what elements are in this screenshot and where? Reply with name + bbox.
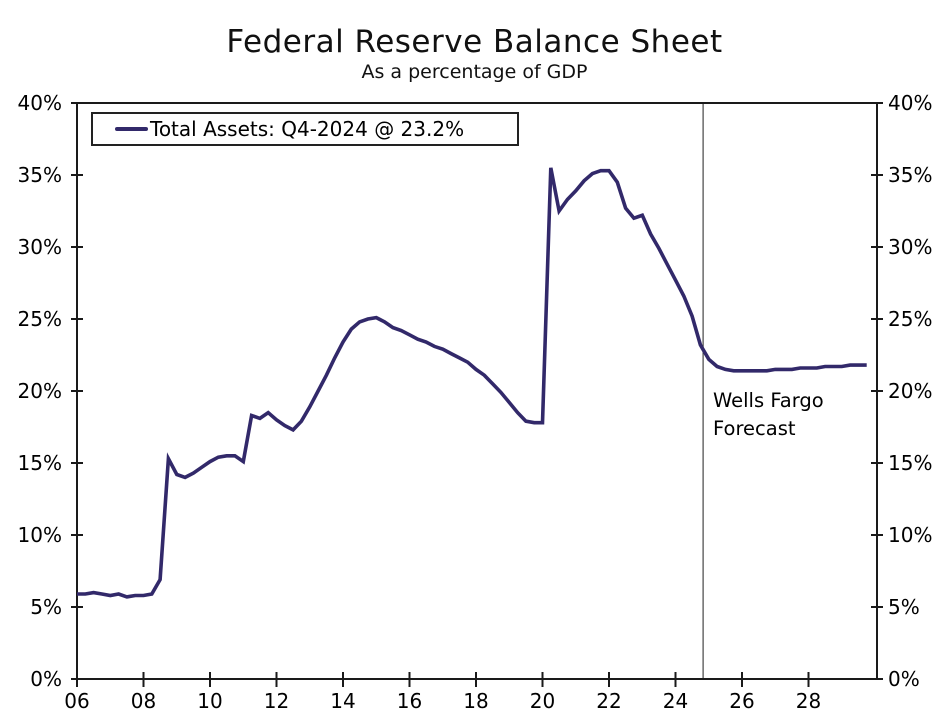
y-axis-label-right: 25%	[888, 307, 932, 331]
y-axis-label-left: 5%	[30, 595, 62, 619]
y-axis-label-right: 20%	[888, 379, 932, 403]
y-axis-label-right: 10%	[888, 523, 932, 547]
x-axis-label: 24	[663, 689, 688, 713]
y-axis-label-left: 0%	[30, 667, 62, 691]
chart-title: Federal Reserve Balance Sheet	[226, 24, 723, 60]
y-axis-label-right: 30%	[888, 235, 932, 259]
y-axis-label-right: 15%	[888, 451, 932, 475]
forecast-annotation: Wells Fargo Forecast	[713, 389, 824, 440]
y-axis-label-left: 35%	[18, 163, 62, 187]
x-axis-label: 14	[330, 689, 355, 713]
x-axis-label: 18	[463, 689, 488, 713]
y-axis-label-right: 35%	[888, 163, 932, 187]
legend: Total Assets: Q4-2024 @ 23.2%	[91, 112, 519, 146]
y-axis-label-left: 10%	[18, 523, 62, 547]
series-line	[77, 167, 867, 599]
y-axis-label-right: 5%	[888, 595, 920, 619]
legend-line-swatch	[115, 127, 148, 131]
y-axis-label-left: 25%	[18, 307, 62, 331]
y-axis-label-left: 40%	[18, 91, 62, 115]
chart-subtitle: As a percentage of GDP	[361, 61, 588, 83]
x-axis-label: 28	[796, 689, 821, 713]
x-axis-label: 10	[197, 689, 222, 713]
x-axis-label: 08	[131, 689, 156, 713]
x-axis-label: 06	[64, 689, 89, 713]
y-axis-label-left: 20%	[18, 379, 62, 403]
y-axis-label-left: 15%	[18, 451, 62, 475]
y-axis-label-right: 40%	[888, 91, 932, 115]
x-axis-label: 22	[596, 689, 621, 713]
x-axis-label: 12	[264, 689, 289, 713]
x-axis-label: 20	[530, 689, 555, 713]
legend-label: Total Assets: Q4-2024 @ 23.2%	[150, 117, 465, 141]
x-axis-label: 16	[397, 689, 422, 713]
y-axis-label-left: 30%	[18, 235, 62, 259]
y-axis-label-right: 0%	[888, 667, 920, 691]
x-axis-label: 26	[729, 689, 754, 713]
